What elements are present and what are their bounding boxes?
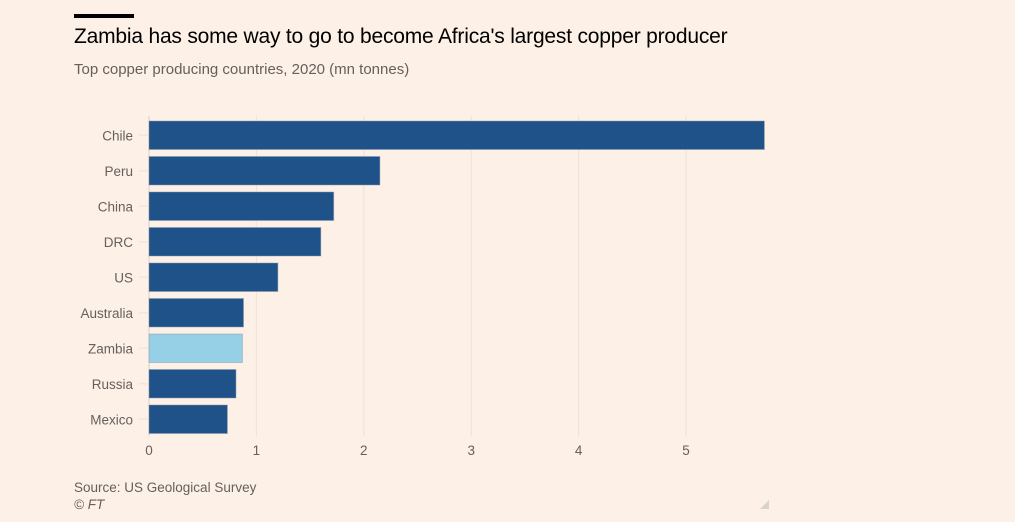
source-note: Source: US Geological Survey	[74, 480, 257, 495]
chart-subtitle: Top copper producing countries, 2020 (mn…	[74, 61, 410, 78]
bar-us	[148, 262, 279, 292]
bar-zambia	[148, 333, 243, 363]
bar-russia	[148, 369, 237, 399]
category-label: DRC	[104, 235, 133, 250]
category-label: Mexico	[90, 412, 133, 427]
bar-australia	[148, 298, 244, 328]
x-axis-tick-labels: 0 1 2 3 4 5	[145, 443, 690, 458]
category-label: Australia	[80, 306, 133, 321]
copyright-note: © FT	[74, 497, 105, 512]
x-tick-label: 1	[253, 443, 261, 458]
resize-handle-icon[interactable]	[760, 500, 769, 509]
bars	[148, 120, 765, 434]
chart-title: Zambia has some way to go to become Afri…	[74, 25, 728, 48]
x-tick-label: 4	[575, 443, 583, 458]
category-label: Russia	[92, 377, 134, 392]
x-tick-label: 3	[467, 443, 475, 458]
x-tick-label: 2	[360, 443, 368, 458]
x-tick-label: 5	[682, 443, 690, 458]
title-accent-bar	[74, 14, 134, 18]
category-label: Chile	[102, 128, 133, 143]
bar-mexico	[148, 404, 228, 434]
category-label: China	[98, 199, 134, 214]
bar-chile	[148, 120, 765, 150]
bar-peru	[148, 156, 381, 186]
category-label: Zambia	[88, 341, 134, 356]
category-label: Peru	[104, 164, 133, 179]
category-label: US	[114, 270, 133, 285]
bar-drc	[148, 227, 322, 257]
x-tick-label: 0	[145, 443, 153, 458]
category-labels: Chile Peru China DRC US Australia Zambia Russia…	[80, 128, 133, 427]
bar-china	[148, 191, 335, 221]
